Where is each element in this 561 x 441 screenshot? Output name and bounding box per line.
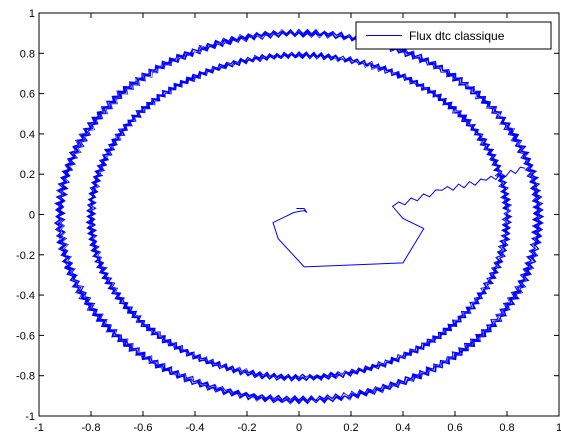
y-tick-label: -1	[25, 411, 35, 423]
y-tick-label: -0.8	[16, 371, 35, 383]
y-tick-label: -0.6	[16, 330, 35, 342]
legend-label-flux-dtc-classique: Flux dtc classique	[409, 29, 505, 43]
y-tick-label: 0.2	[20, 169, 35, 181]
y-tick-label: -0.2	[16, 250, 35, 262]
x-tick-label: 1	[556, 422, 561, 434]
y-tick-label: 0.6	[20, 89, 35, 101]
x-tick-label: 0.4	[395, 422, 410, 434]
legend: Flux dtc classique	[355, 21, 552, 50]
flux-inner-loop	[85, 51, 513, 382]
y-tick-label: 0.8	[20, 48, 35, 60]
x-tick-label: -0.2	[238, 422, 257, 434]
flux-transient-path	[272, 166, 526, 268]
x-tick-label: 0.8	[499, 422, 514, 434]
y-axis-ticks: -1 -0.8 -0.6 -0.4 -0.2 0 0.2 0.4 0.6 0.8 1	[16, 8, 559, 423]
x-tick-label: -0.4	[186, 422, 205, 434]
y-tick-label: 1	[29, 8, 35, 20]
y-tick-label: -0.4	[16, 290, 35, 302]
legend-box	[355, 21, 552, 50]
plot-area	[39, 13, 559, 416]
x-tick-label: 0.6	[447, 422, 462, 434]
flux-outer-loop	[53, 28, 545, 405]
x-axis-ticks: -1 -0.8 -0.6 -0.4 -0.2 0 0.2 0.4 0.6 0.8 1	[34, 13, 561, 434]
x-tick-label: -1	[34, 422, 44, 434]
x-tick-label: 0	[296, 422, 302, 434]
y-tick-label: 0	[29, 210, 35, 222]
x-tick-label: -0.6	[134, 422, 153, 434]
series-group	[53, 28, 545, 405]
y-tick-label: 0.4	[20, 129, 35, 141]
x-tick-label: 0.2	[343, 422, 358, 434]
x-tick-label: -0.8	[82, 422, 101, 434]
